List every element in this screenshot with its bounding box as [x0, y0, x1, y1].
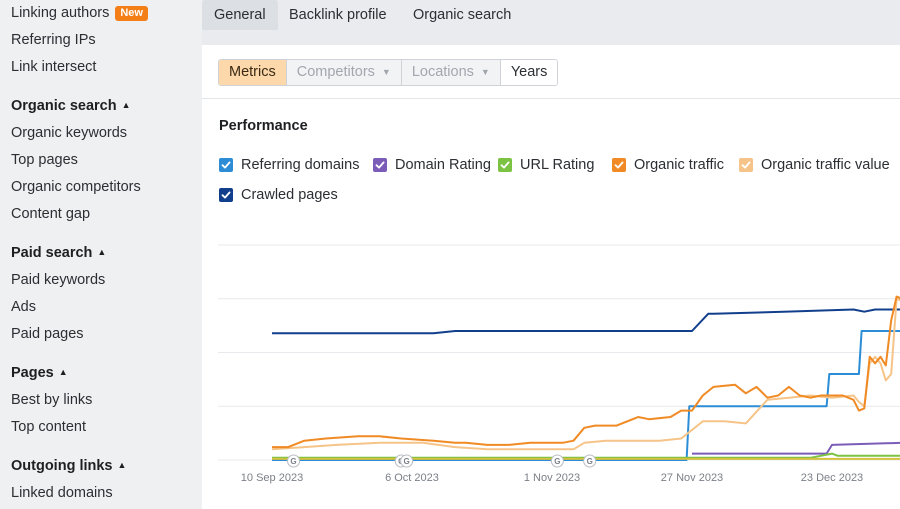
sidebar-item-linking-authors[interactable]: Linking authors New — [11, 5, 148, 21]
checkbox-icon[interactable] — [373, 158, 387, 172]
sidebar-section-paid-search[interactable]: Paid search ▲ — [11, 245, 106, 261]
legend-item[interactable]: Referring domains — [219, 157, 359, 173]
tab-general[interactable]: General — [202, 0, 278, 30]
section-title: Performance — [219, 118, 308, 134]
series-line — [272, 308, 900, 335]
google-update-marker: G — [400, 454, 414, 468]
caret-up-icon: ▲ — [58, 367, 68, 377]
caret-up-icon: ▲ — [97, 247, 107, 257]
locations-dropdown[interactable]: Locations ▼ — [401, 60, 501, 85]
legend-label: Organic traffic value — [761, 157, 890, 173]
section-label: Paid search — [11, 245, 93, 261]
svg-text:G: G — [587, 457, 593, 466]
checkbox-icon[interactable] — [498, 158, 512, 172]
chevron-down-icon: ▼ — [480, 67, 490, 77]
sidebar-item-referring-ips[interactable]: Referring IPs — [11, 32, 96, 48]
x-tick-label: 1 Nov 2023 — [524, 472, 580, 484]
checkbox-icon[interactable] — [219, 158, 233, 172]
checkbox-icon[interactable] — [739, 158, 753, 172]
google-update-marker: G — [550, 454, 564, 468]
sidebar-section-organic-search[interactable]: Organic search ▲ — [11, 98, 131, 114]
sidebar-item-paid-pages[interactable]: Paid pages — [11, 326, 84, 342]
google-update-marker: G — [287, 454, 301, 468]
section-label: Pages — [11, 365, 54, 381]
sidebar-item-organic-competitors[interactable]: Organic competitors — [11, 179, 141, 195]
sidebar-item-top-pages[interactable]: Top pages — [11, 152, 78, 168]
legend-item[interactable]: URL Rating — [498, 157, 594, 173]
svg-text:G: G — [290, 457, 296, 466]
legend-label: Referring domains — [241, 157, 360, 173]
svg-text:G: G — [554, 457, 560, 466]
sidebar-section-pages[interactable]: Pages ▲ — [11, 365, 68, 381]
sidebar-item-content-gap[interactable]: Content gap — [11, 206, 91, 222]
svg-text:G: G — [403, 457, 409, 466]
legend-label: URL Rating — [520, 157, 595, 173]
x-tick-label: 23 Dec 2023 — [801, 472, 863, 484]
divider — [202, 98, 900, 99]
dropdown-label: Locations — [411, 64, 474, 80]
sidebar-item-ads[interactable]: Ads — [11, 299, 36, 315]
google-update-marker: G — [583, 454, 597, 468]
series-line — [271, 297, 900, 451]
sidebar-item-label: Linking authors — [11, 5, 110, 21]
x-tick-label: 27 Nov 2023 — [661, 472, 723, 484]
series-line — [272, 295, 900, 449]
checkbox-icon[interactable] — [219, 188, 233, 202]
sidebar-item-linked-domains[interactable]: Linked domains — [11, 485, 113, 501]
sidebar-item-organic-keywords[interactable]: Organic keywords — [11, 125, 128, 141]
new-badge: New — [115, 6, 148, 21]
filter-segmented-control: Metrics Competitors ▼ Locations ▼ Years — [218, 59, 559, 86]
sidebar-section-outgoing-links[interactable]: Outgoing links ▲ — [11, 458, 126, 474]
caret-up-icon: ▲ — [117, 460, 127, 470]
checkbox-icon[interactable] — [612, 158, 626, 172]
legend-item[interactable]: Organic traffic value — [739, 157, 890, 173]
caret-up-icon: ▲ — [121, 100, 131, 110]
sidebar-item-link-intersect[interactable]: Link intersect — [11, 59, 97, 75]
dropdown-label: Competitors — [296, 64, 375, 80]
legend-label: Crawled pages — [241, 187, 338, 203]
section-label: Organic search — [11, 98, 117, 114]
legend-label: Domain Rating — [395, 157, 491, 173]
chevron-down-icon: ▼ — [381, 67, 391, 77]
tab-backlink-profile[interactable]: Backlink profile — [289, 7, 387, 23]
series-line — [272, 452, 900, 459]
legend-label: Organic traffic — [634, 157, 724, 173]
sidebar-item-best-by-links[interactable]: Best by links — [11, 392, 93, 408]
legend-item[interactable]: Domain Rating — [373, 157, 491, 173]
legend-item[interactable]: Crawled pages — [219, 187, 338, 203]
sidebar: Linking authors New Referring IPs Link in… — [0, 0, 202, 509]
section-label: Outgoing links — [11, 458, 113, 474]
x-tick-label: 6 Oct 2023 — [385, 472, 439, 484]
sidebar-item-paid-keywords[interactable]: Paid keywords — [11, 272, 106, 288]
x-tick-label: 10 Sep 2023 — [241, 472, 303, 484]
tab-organic-search[interactable]: Organic search — [413, 7, 512, 23]
competitors-dropdown[interactable]: Competitors ▼ — [286, 60, 402, 85]
series-line — [692, 441, 900, 455]
series-line — [272, 330, 900, 461]
legend-item[interactable]: Organic traffic — [612, 157, 724, 173]
sidebar-item-top-content[interactable]: Top content — [11, 419, 86, 435]
performance-panel: Metrics Competitors ▼ Locations ▼ Years Pe… — [202, 45, 900, 509]
years-button[interactable]: Years — [500, 60, 558, 85]
metrics-button[interactable]: Metrics — [219, 60, 287, 85]
tab-bar: General Backlink profile Organic search — [202, 0, 900, 30]
